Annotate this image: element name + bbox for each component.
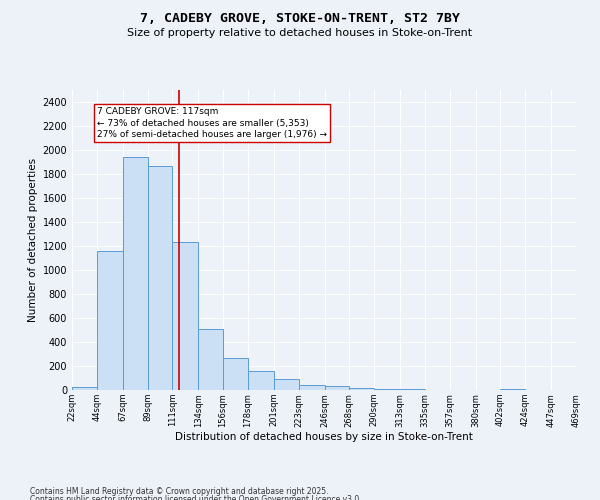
- Text: Contains public sector information licensed under the Open Government Licence v3: Contains public sector information licen…: [30, 495, 362, 500]
- Bar: [299, 384, 325, 390]
- Text: Size of property relative to detached houses in Stoke-on-Trent: Size of property relative to detached ho…: [127, 28, 473, 38]
- Bar: [148, 166, 172, 390]
- Bar: [374, 389, 400, 390]
- Bar: [198, 329, 223, 390]
- Bar: [72, 387, 97, 390]
- Bar: [274, 379, 299, 390]
- Bar: [172, 242, 198, 390]
- Text: 7 CADEBY GROVE: 117sqm
← 73% of detached houses are smaller (5,353)
27% of semi-: 7 CADEBY GROVE: 117sqm ← 73% of detached…: [97, 107, 327, 140]
- Text: Contains HM Land Registry data © Crown copyright and database right 2025.: Contains HM Land Registry data © Crown c…: [30, 488, 329, 496]
- Bar: [500, 389, 525, 390]
- Y-axis label: Number of detached properties: Number of detached properties: [28, 158, 38, 322]
- Bar: [223, 358, 248, 390]
- Text: 7, CADEBY GROVE, STOKE-ON-TRENT, ST2 7BY: 7, CADEBY GROVE, STOKE-ON-TRENT, ST2 7BY: [140, 12, 460, 26]
- Bar: [97, 251, 123, 390]
- Bar: [349, 388, 374, 390]
- Bar: [325, 386, 349, 390]
- Bar: [248, 372, 274, 390]
- Bar: [123, 157, 148, 390]
- X-axis label: Distribution of detached houses by size in Stoke-on-Trent: Distribution of detached houses by size …: [175, 432, 473, 442]
